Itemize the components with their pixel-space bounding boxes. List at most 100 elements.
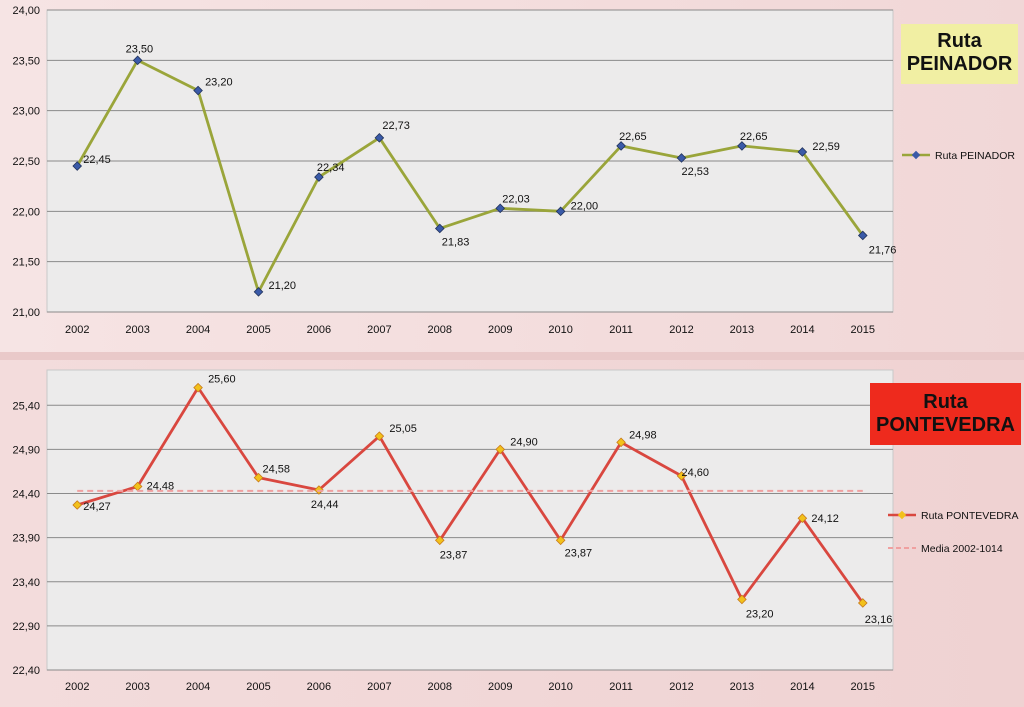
pontevedra-data-label: 24,44 [311,499,339,511]
pontevedra-x-tick-label: 2014 [790,681,814,693]
peinador-y-tick-label: 23,00 [12,106,40,118]
pontevedra-data-point [132,481,143,492]
pontevedra-data-label: 25,05 [389,423,417,435]
peinador-data-point [132,55,143,66]
peinador-x-tick-label: 2004 [186,324,210,336]
pontevedra-data-label: 24,58 [263,464,291,476]
peinador-data-point [253,287,264,297]
peinador-legend-marker [911,150,921,160]
peinador-y-tick-label: 23,50 [12,55,40,67]
pontevedra-x-tick-label: 2013 [730,681,754,693]
pontevedra-y-tick-label: 24,40 [12,489,40,501]
pontevedra-legend-marker [897,510,907,520]
peinador-x-tick-label: 2014 [790,324,814,336]
pontevedra-title-box: Ruta PONTEVEDRA [870,383,1021,445]
peinador-x-tick-label: 2003 [125,324,149,336]
peinador-data-label: 21,76 [869,244,897,256]
pontevedra-x-tick-label: 2005 [246,681,270,693]
peinador-data-point [737,141,747,151]
peinador-x-tick-label: 2015 [851,324,875,336]
peinador-x-tick-label: 2009 [488,324,512,336]
pontevedra-data-point [253,472,264,483]
peinador-x-tick-label: 2007 [367,324,391,336]
pontevedra-x-tick-label: 2004 [186,681,210,693]
peinador-series-line [75,58,864,294]
pontevedra-x-tick-label: 2006 [307,681,331,693]
pontevedra-data-label: 24,48 [147,480,175,492]
pontevedra-data-label: 24,27 [83,501,111,513]
panel-separator [0,352,1024,360]
pontevedra-data-point [857,598,868,608]
peinador-data-label: 21,83 [442,236,470,248]
pontevedra-x-tick-label: 2009 [488,681,512,693]
pontevedra-x-tick-label: 2010 [548,681,572,693]
peinador-data-label: 22,34 [317,162,345,174]
peinador-data-label: 22,00 [571,200,599,212]
pontevedra-title-line2: PONTEVEDRA [876,414,1015,436]
peinador-data-label: 22,65 [619,131,647,143]
peinador-x-tick-label: 2006 [307,324,331,336]
pontevedra-data-point [555,535,566,546]
pontevedra-x-tick-label: 2002 [65,681,89,693]
pontevedra-data-label: 23,87 [565,547,593,559]
peinador-data-point [314,172,324,182]
pontevedra-plot-area [46,369,894,671]
pontevedra-x-tick-label: 2011 [609,681,633,693]
pontevedra-data-label: 23,87 [440,549,468,561]
pontevedra-title-line1: Ruta [923,391,968,413]
peinador-data-point [193,85,203,96]
pontevedra-x-tick-label: 2007 [367,681,391,693]
peinador-data-label: 23,50 [126,43,154,55]
peinador-y-tick-label: 21,50 [12,257,40,269]
pontevedra-y-tick-label: 24,90 [12,444,40,456]
peinador-data-label: 22,03 [502,193,530,205]
pontevedra-data-point [495,444,506,455]
peinador-data-point [797,147,808,157]
peinador-x-tick-label: 2012 [669,324,693,336]
peinador-y-tick-label: 21,00 [12,307,40,319]
pontevedra-data-point [72,500,83,510]
pontevedra-data-label: 23,16 [865,614,893,626]
pontevedra-y-tick-label: 25,40 [12,400,40,412]
peinador-legend-label: Ruta PEINADOR [935,150,1015,162]
peinador-x-tick-label: 2010 [548,324,572,336]
pontevedra-data-point [797,513,808,524]
pontevedra-data-point [193,382,203,393]
peinador-data-label: 22,45 [83,154,111,166]
pontevedra-data-label: 24,60 [682,467,710,479]
peinador-y-tick-label: 22,00 [12,206,40,218]
pontevedra-data-label: 24,98 [629,429,657,441]
peinador-data-label: 22,73 [382,120,410,132]
peinador-x-tick-label: 2008 [428,324,452,336]
pontevedra-x-tick-label: 2003 [125,681,149,693]
peinador-x-tick-label: 2005 [246,324,270,336]
pontevedra-data-label: 24,90 [510,436,538,448]
peinador-x-tick-label: 2011 [609,324,633,336]
pontevedra-data-label: 25,60 [208,374,236,386]
pontevedra-data-point [434,535,445,546]
peinador-data-point [857,230,868,241]
pontevedra-data-label: 24,12 [811,513,839,525]
pontevedra-y-tick-label: 23,90 [12,533,40,545]
peinador-data-point [374,133,385,143]
peinador-data-label: 22,53 [682,166,710,178]
peinador-data-label: 23,20 [205,77,233,89]
peinador-x-tick-label: 2013 [730,324,754,336]
peinador-title-box: Ruta PEINADOR [901,24,1018,84]
pontevedra-series-line [76,386,864,604]
peinador-data-point [676,153,687,163]
pontevedra-data-label: 23,20 [746,608,774,620]
peinador-data-label: 22,65 [740,131,768,143]
pontevedra-data-point [676,471,687,481]
peinador-title-line2: PEINADOR [906,53,1013,75]
pontevedra-x-tick-label: 2015 [851,681,875,693]
peinador-data-point [495,203,506,214]
peinador-data-label: 22,59 [812,141,840,153]
pontevedra-y-tick-label: 22,90 [12,621,40,633]
pontevedra-data-point [374,431,385,441]
pontevedra-legend-label: Ruta PONTEVEDRA [921,510,1018,522]
peinador-data-point [434,223,445,234]
pontevedra-y-tick-label: 23,40 [12,577,40,589]
peinador-data-point [555,206,566,217]
